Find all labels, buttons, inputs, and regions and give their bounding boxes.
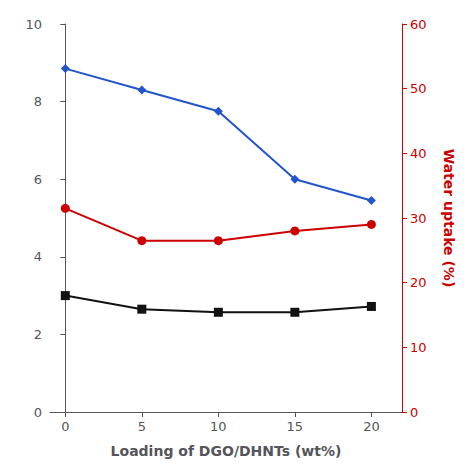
svg-text:30: 30: [410, 211, 427, 226]
svg-text:2: 2: [34, 327, 42, 342]
svg-text:60: 60: [410, 17, 427, 32]
svg-text:50: 50: [410, 81, 427, 96]
svg-text:Water uptake (%): Water uptake (%): [441, 149, 457, 288]
svg-text:8: 8: [34, 94, 42, 109]
svg-text:6: 6: [34, 172, 42, 187]
svg-text:10: 10: [25, 17, 42, 32]
svg-text:15: 15: [287, 419, 304, 434]
svg-text:40: 40: [410, 146, 427, 161]
svg-text:10: 10: [210, 419, 227, 434]
svg-text:10: 10: [410, 340, 427, 355]
svg-text:Loading of DGO/DHNTs (wt%): Loading of DGO/DHNTs (wt%): [111, 443, 342, 459]
svg-text:0: 0: [34, 405, 42, 420]
svg-text:4: 4: [34, 249, 42, 264]
svg-text:20: 20: [410, 275, 427, 290]
svg-text:5: 5: [138, 419, 146, 434]
svg-text:0: 0: [410, 405, 418, 420]
svg-text:0: 0: [61, 419, 69, 434]
svg-text:20: 20: [363, 419, 380, 434]
